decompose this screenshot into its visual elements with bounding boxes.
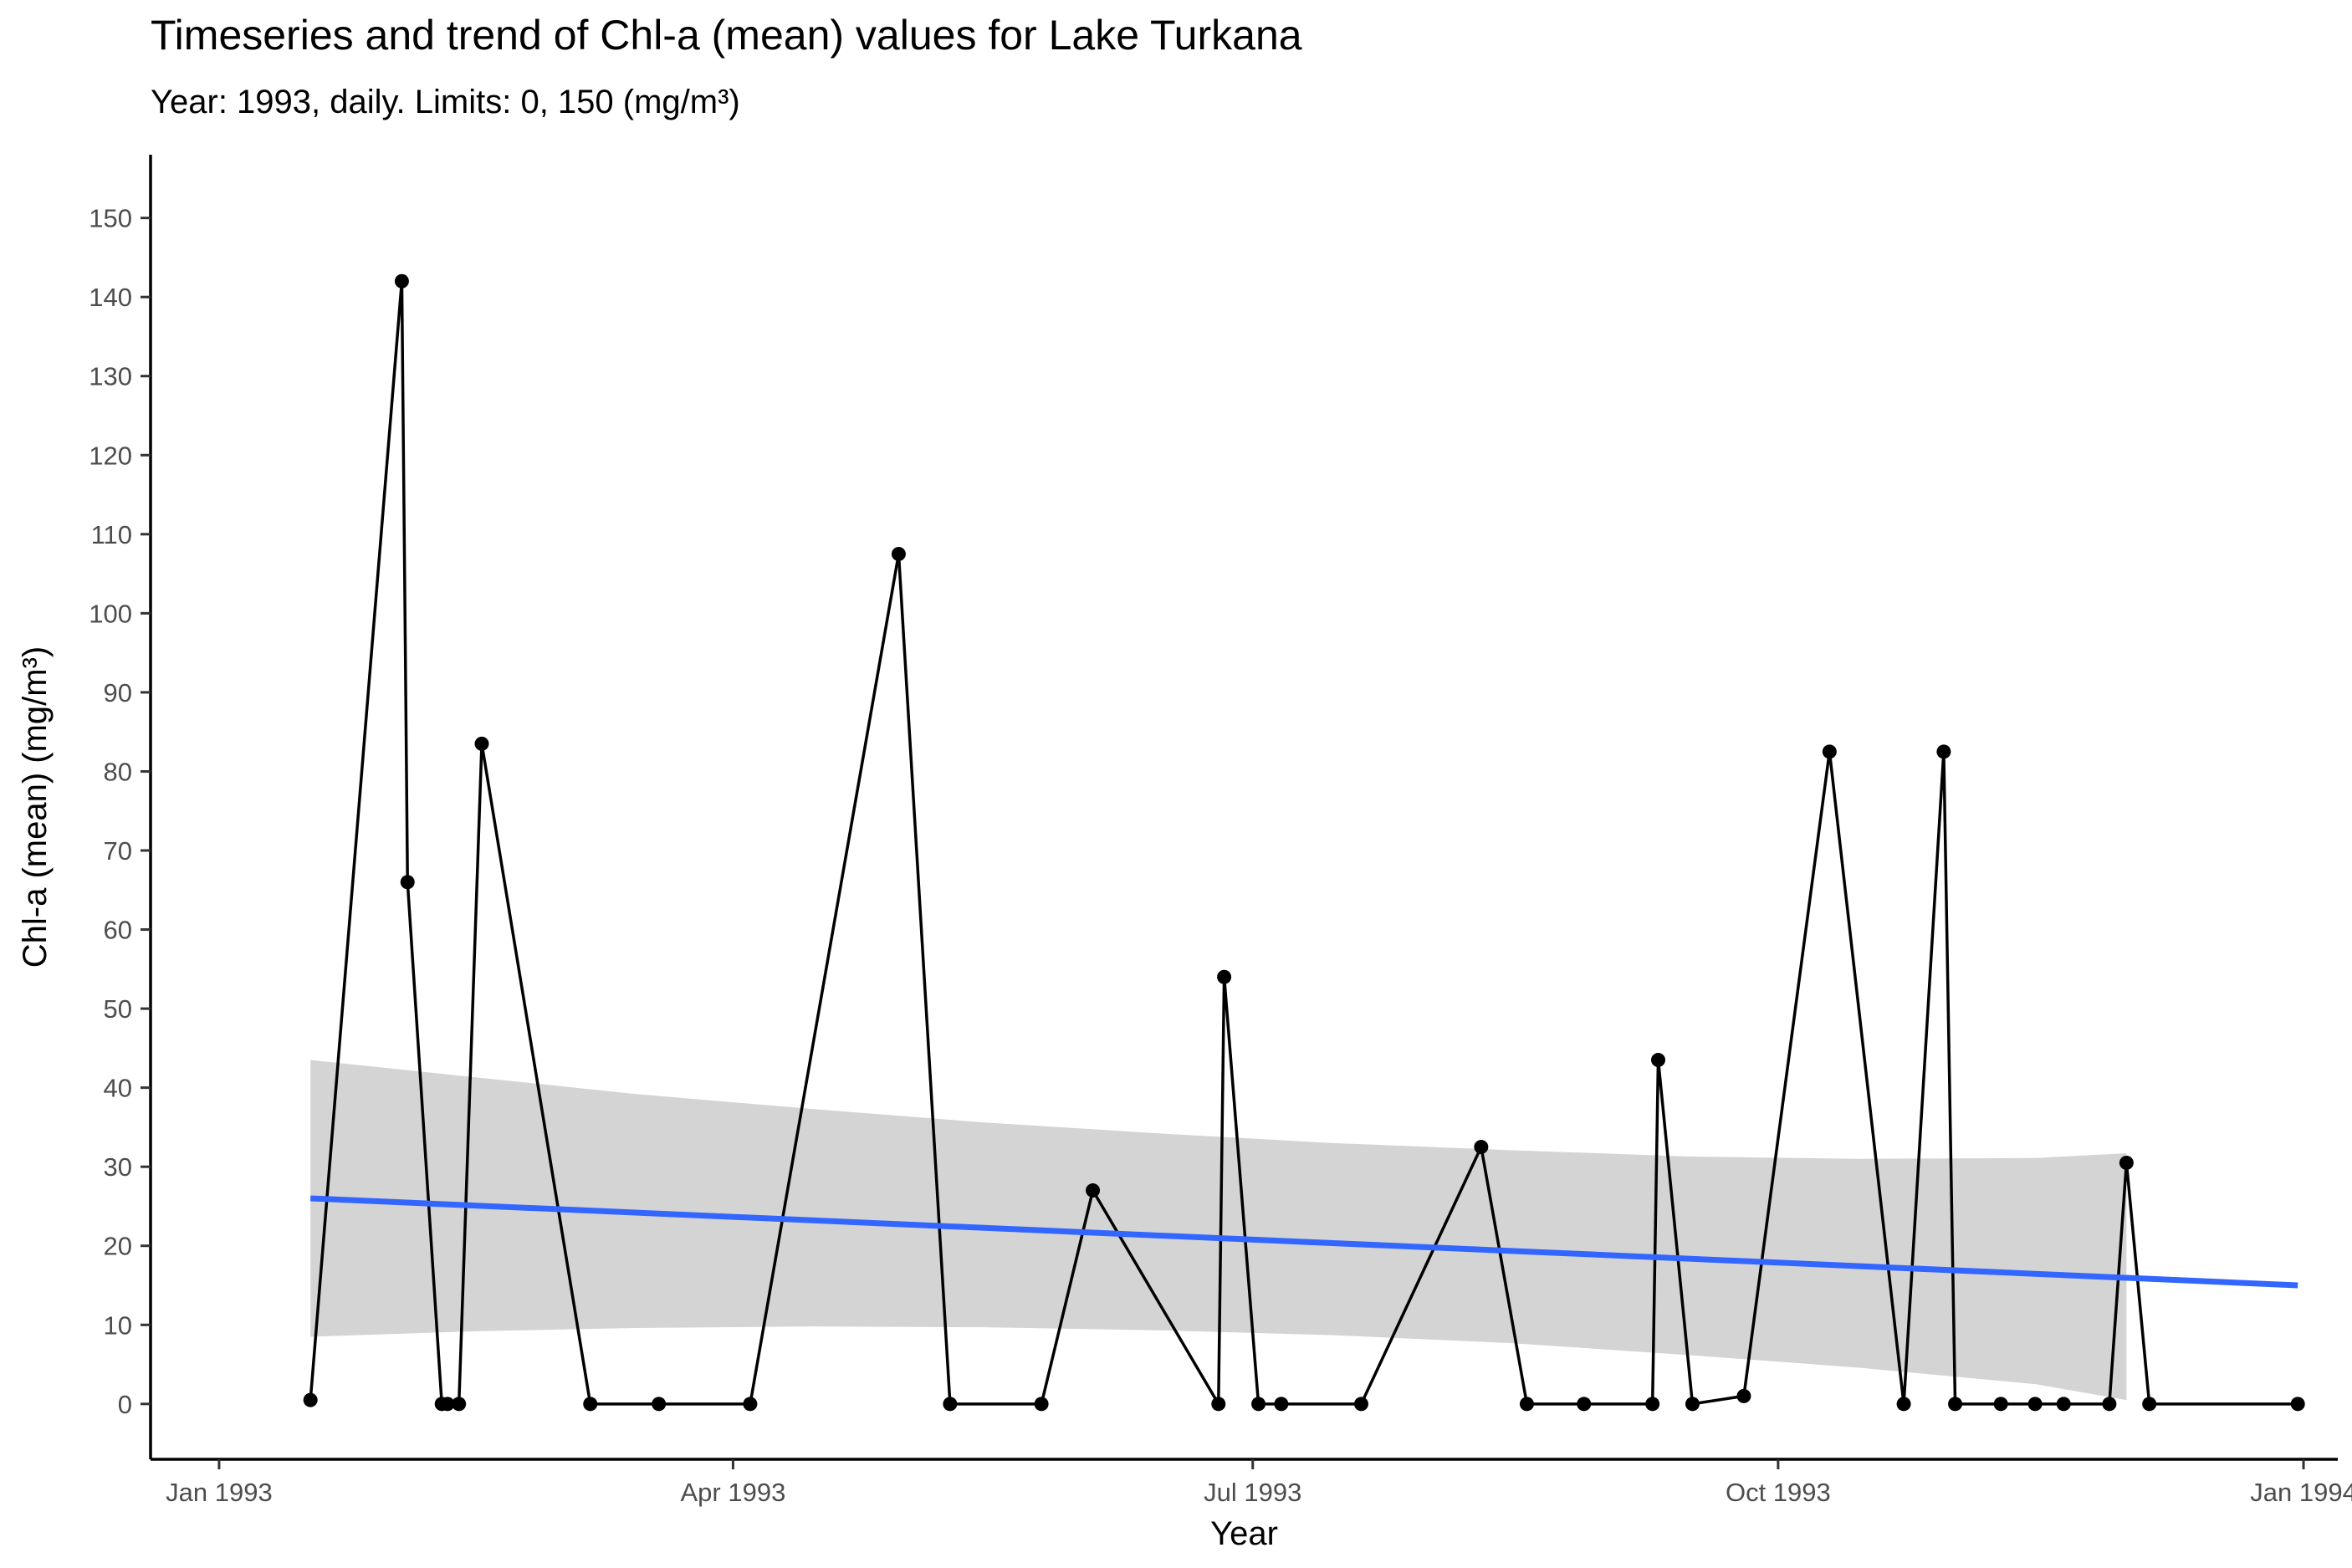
y-tick-label: 40: [104, 1074, 132, 1103]
y-tick-label: 0: [118, 1390, 132, 1419]
y-axis-title: Chl-a (mean) (mg/m³): [17, 646, 54, 968]
y-tick-label: 50: [104, 994, 132, 1024]
y-tick-label: 30: [104, 1152, 132, 1182]
data-point: [743, 1397, 758, 1412]
data-point: [2290, 1397, 2305, 1412]
x-tick-label: Jan 1994: [2250, 1478, 2352, 1507]
data-point: [394, 273, 409, 289]
y-tick-label: 100: [89, 599, 132, 628]
y-tick-label: 20: [104, 1232, 132, 1261]
trend-line: [310, 1195, 2298, 1289]
y-tick-label: 140: [89, 283, 132, 312]
data-point: [474, 736, 489, 751]
y-tick-label: 70: [104, 836, 132, 866]
y-tick-label: 120: [89, 441, 132, 470]
y-tick-label: 10: [104, 1310, 132, 1340]
data-point: [1736, 1388, 1751, 1403]
y-tick-label: 130: [89, 362, 132, 391]
data-point: [452, 1397, 467, 1412]
data-point: [303, 1392, 318, 1407]
data-point: [1474, 1140, 1489, 1155]
data-point: [1651, 1053, 1666, 1068]
data-point: [1948, 1397, 1963, 1412]
data-point: [1896, 1397, 1911, 1412]
data-point: [1685, 1397, 1700, 1412]
data-point: [583, 1397, 598, 1412]
data-point: [2027, 1397, 2043, 1412]
y-tick-label: 110: [91, 520, 132, 549]
data-point: [400, 875, 415, 890]
data-point: [2142, 1397, 2157, 1412]
data-point: [2119, 1155, 2134, 1170]
x-tick-label: Jul 1993: [1204, 1478, 1301, 1507]
data-point: [891, 546, 906, 561]
data-point: [1645, 1397, 1660, 1412]
y-tick-label: 150: [89, 204, 132, 233]
data-point: [1353, 1397, 1368, 1412]
data-point: [1577, 1397, 1592, 1412]
x-tick-label: Apr 1993: [681, 1478, 786, 1507]
x-axis-title: Year: [1210, 1515, 1278, 1552]
y-tick-label: 80: [104, 757, 132, 786]
data-point: [1086, 1183, 1101, 1198]
chart-title: Timeseries and trend of Chl-a (mean) val…: [151, 12, 1302, 59]
data-point: [1034, 1397, 1049, 1412]
y-tick-label: 90: [104, 678, 132, 707]
data-point: [1936, 744, 1951, 759]
data-point: [1217, 969, 1232, 984]
data-point: [1211, 1397, 1226, 1412]
data-point: [943, 1397, 958, 1412]
data-point: [1274, 1397, 1289, 1412]
data-point: [1822, 744, 1837, 759]
data-point: [1993, 1397, 2008, 1412]
data-point: [652, 1397, 667, 1412]
data-point: [1251, 1397, 1266, 1412]
chart-subtitle: Year: 1993, daily. Limits: 0, 150 (mg/m³…: [151, 84, 740, 120]
x-tick-label: Oct 1993: [1726, 1478, 1831, 1507]
y-tick-label: 60: [104, 916, 132, 945]
data-point: [1519, 1397, 1534, 1412]
data-point: [2102, 1397, 2117, 1412]
data-point: [2056, 1397, 2071, 1412]
x-tick-label: Jan 1993: [166, 1478, 273, 1507]
data-point: [440, 1397, 455, 1412]
